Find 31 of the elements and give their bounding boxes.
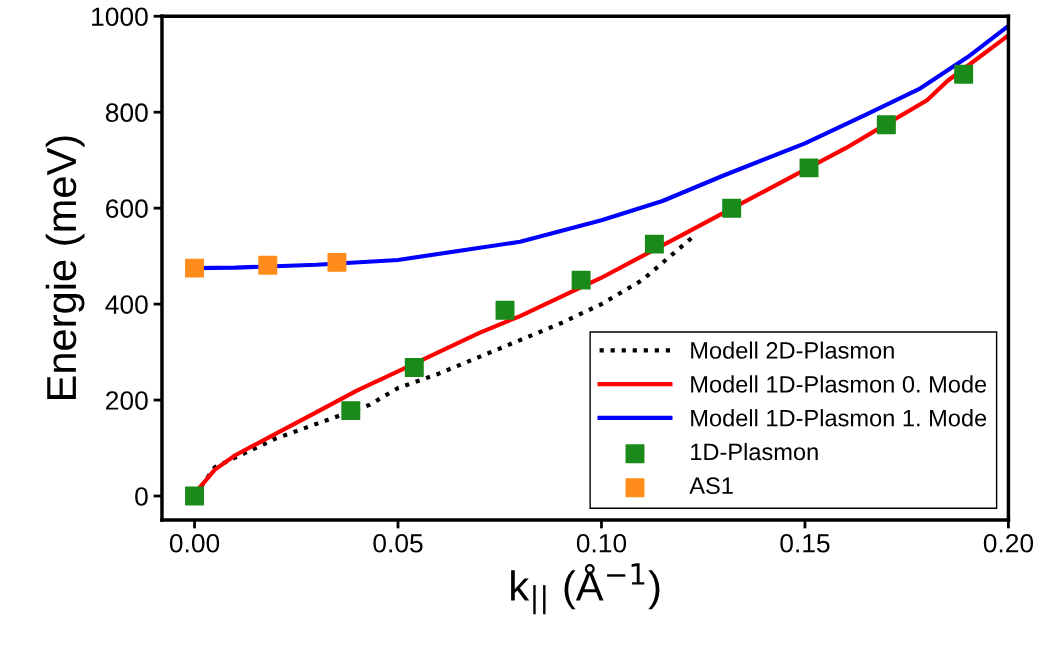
point xyxy=(799,158,819,178)
y-tick-label: 0 xyxy=(135,487,148,506)
legend-label: Modell 2D-Plasmon xyxy=(691,341,894,359)
x-tick-label: 0.05 xyxy=(373,533,423,553)
point xyxy=(876,115,896,135)
point xyxy=(571,270,591,290)
x-tick-label: 0.10 xyxy=(576,533,627,553)
point xyxy=(185,258,205,278)
point xyxy=(341,401,361,421)
y-tick-label: 400 xyxy=(105,295,148,314)
y-axis-title: Energie (meV) xyxy=(45,136,85,400)
y-tick-label: 1000 xyxy=(92,7,148,27)
legend-label: AS1 xyxy=(689,477,733,495)
y-tick-label: 600 xyxy=(106,199,148,218)
point xyxy=(722,198,742,218)
legend-label: 1D-Plasmon xyxy=(691,442,818,461)
y-tick-label: 800 xyxy=(105,103,148,123)
point xyxy=(954,64,974,84)
x-axis-title: k$_{||}$ (Å$^{−1}$) xyxy=(511,563,660,615)
y-tick-label: 200 xyxy=(106,391,148,410)
x-tick-label: 0.15 xyxy=(780,533,830,553)
point xyxy=(327,252,347,272)
x-tick-label: 0.00 xyxy=(169,533,220,553)
x-tick-label: 0.20 xyxy=(983,533,1034,553)
point xyxy=(185,486,205,506)
legend-label: Modell 1D-Plasmon 1. Mode xyxy=(691,409,987,427)
point xyxy=(495,300,515,320)
legend-label: Modell 1D-Plasmon 0. Mode xyxy=(691,375,987,393)
point xyxy=(644,234,664,254)
point xyxy=(258,255,278,275)
point xyxy=(404,357,424,377)
